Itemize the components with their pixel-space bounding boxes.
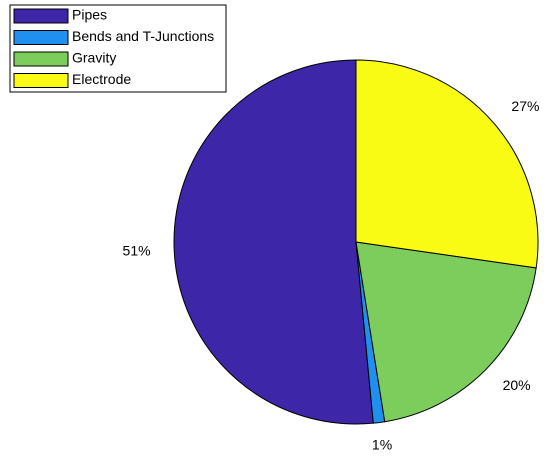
slice-label: 27%	[511, 98, 539, 114]
legend-swatch	[13, 73, 69, 88]
legend-label: Electrode	[72, 71, 131, 87]
slice-label: 20%	[503, 377, 531, 393]
pie-slice	[355, 59, 539, 269]
pie-slice	[173, 59, 374, 425]
slice-label: 1%	[372, 437, 392, 453]
legend-swatch	[13, 8, 69, 24]
legend-label: Bends and T-Junctions	[72, 28, 214, 44]
legend-label: Gravity	[72, 50, 116, 66]
legend-swatch	[13, 51, 69, 67]
pie-slice	[355, 241, 537, 423]
slice-label: 51%	[123, 242, 151, 258]
legend-label: Pipes	[72, 7, 107, 23]
legend-swatch	[13, 30, 69, 45]
